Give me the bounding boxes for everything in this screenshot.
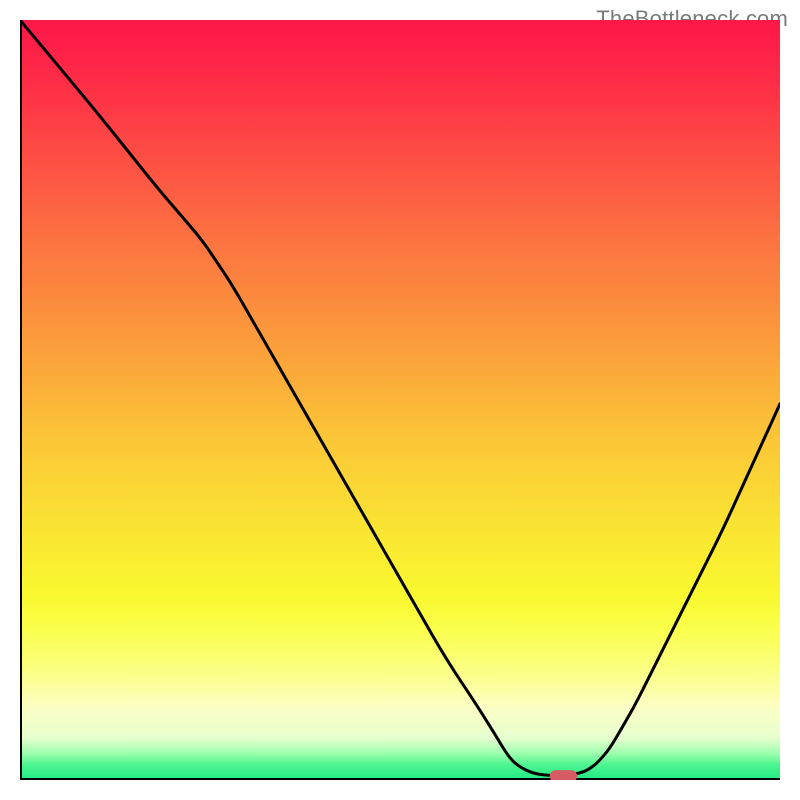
optimal-marker — [550, 770, 577, 780]
bottleneck-chart — [20, 20, 780, 780]
chart-background — [20, 20, 780, 780]
chart-svg — [20, 20, 780, 780]
